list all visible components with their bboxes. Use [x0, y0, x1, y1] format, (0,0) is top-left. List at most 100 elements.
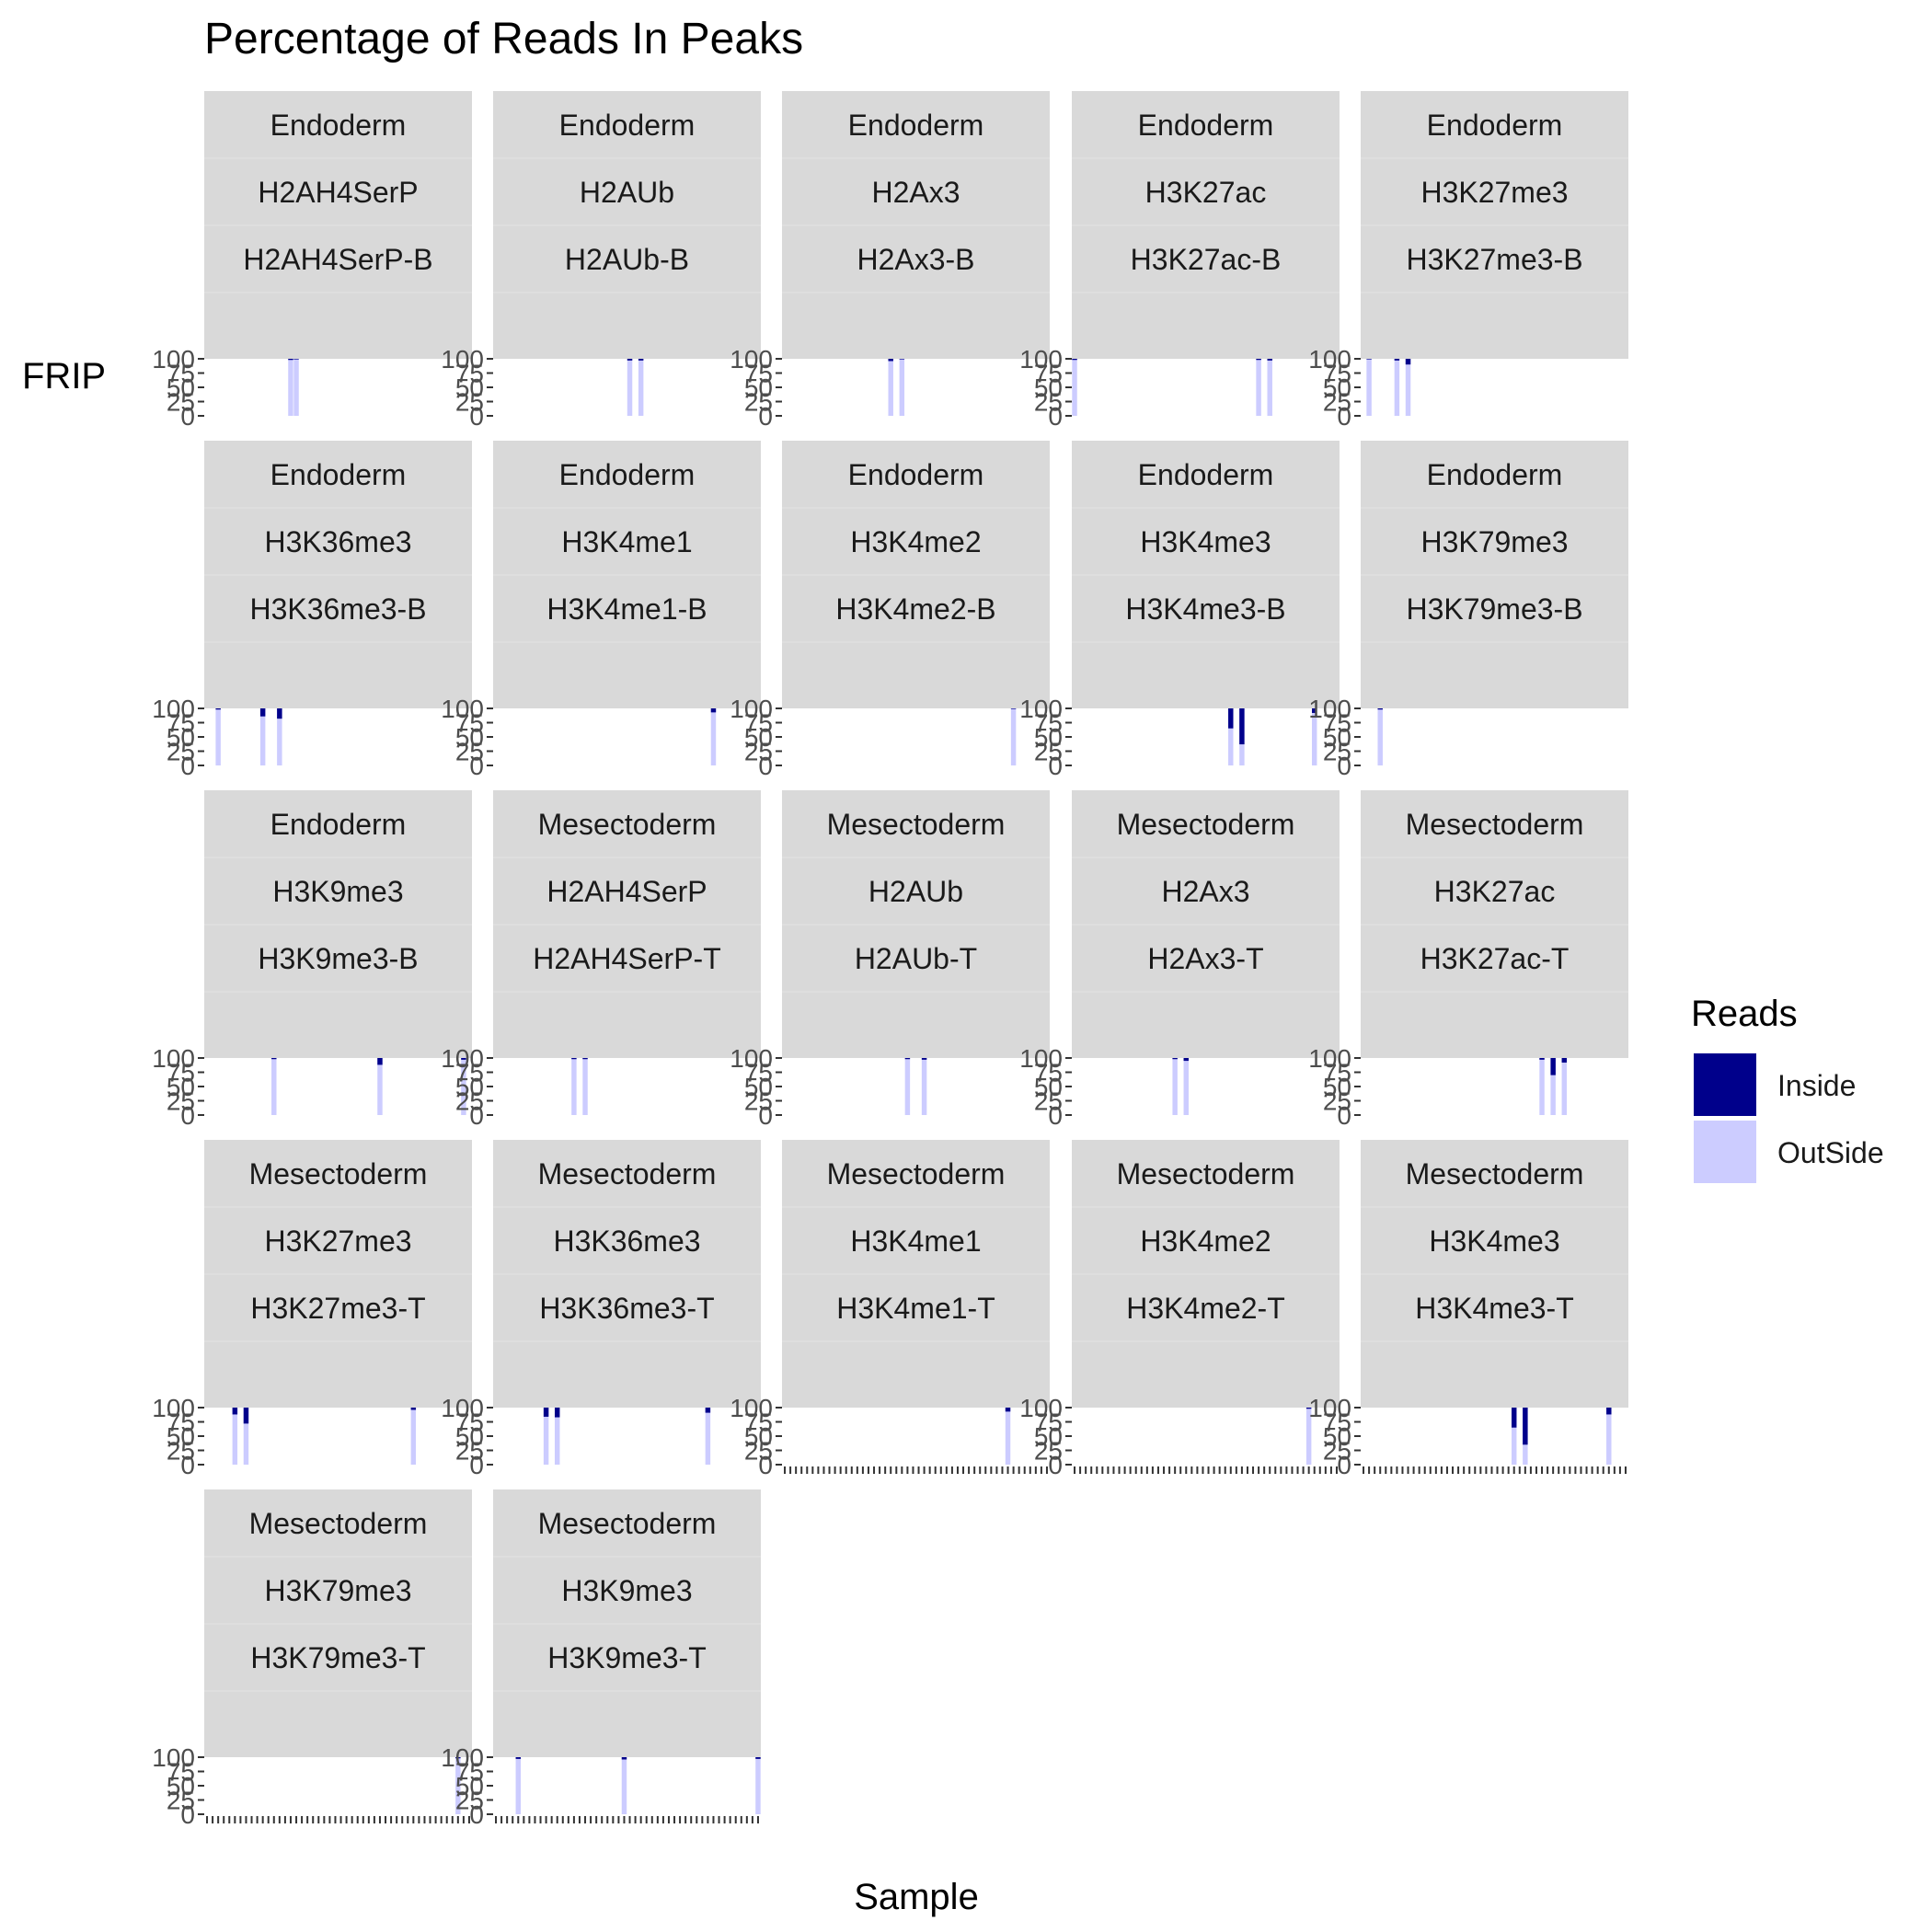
- y-tick-label: 50: [1323, 723, 1351, 752]
- y-tick-label: 75: [1034, 709, 1063, 738]
- facet-panel: Mesectoderm H2AH4SerP H2AH4SerP-T 025507510…: [441, 790, 761, 1130]
- y-tick-label: 25: [744, 1437, 773, 1466]
- bar-inside: [1511, 1408, 1517, 1428]
- strip-label-tissue: Mesectoderm: [1117, 808, 1295, 841]
- strip-label-mark: H3K4me3: [1429, 1225, 1559, 1258]
- bar-inside: [1606, 1408, 1612, 1415]
- strip-label-mark: H2AH4SerP: [546, 875, 707, 908]
- bar-inside: [1005, 1408, 1011, 1412]
- y-tick-label: 50: [1034, 1073, 1063, 1101]
- y-tick-label: 75: [1323, 1059, 1351, 1087]
- y-tick-label: 100: [1308, 1044, 1351, 1073]
- bar-inside: [1523, 1408, 1528, 1445]
- strip-label-tissue: Mesectoderm: [1406, 808, 1584, 841]
- y-tick-label: 75: [744, 1409, 773, 1437]
- bar-inside: [1010, 708, 1017, 709]
- bar-outside: [904, 1058, 911, 1115]
- y-tick-label: 25: [167, 1787, 195, 1815]
- bar-outside: [277, 708, 282, 765]
- strip-label-tissue: Endoderm: [848, 458, 984, 491]
- legend-title: Reads: [1691, 994, 1798, 1034]
- strip-label-mark: H3K9me3: [561, 1574, 692, 1607]
- y-tick-label: 100: [152, 345, 195, 374]
- y-tick-label: 50: [744, 723, 773, 752]
- bar-outside: [1366, 359, 1372, 416]
- bar-inside: [1561, 1058, 1568, 1063]
- strip-label-tissue: Mesectoderm: [827, 1157, 1006, 1190]
- bar-outside: [1377, 708, 1383, 765]
- y-tick-label: 0: [1337, 1451, 1351, 1479]
- strip-label-mark: H2AH4SerP: [258, 176, 418, 209]
- y-tick-label: 100: [1308, 695, 1351, 723]
- strip-label-sample: H2AUb-T: [855, 942, 977, 975]
- strip-label-sample: H3K36me3-B: [249, 592, 426, 626]
- bar-outside: [705, 1408, 711, 1465]
- strip-label-tissue: Mesectoderm: [827, 808, 1006, 841]
- bar-inside: [461, 1058, 466, 1060]
- y-axis-title: FRIP: [22, 356, 106, 397]
- y-tick-label: 100: [1019, 1394, 1063, 1422]
- strip-label-mark: H3K27ac: [1434, 875, 1556, 908]
- y-tick-label: 50: [744, 374, 773, 402]
- y-tick-label: 25: [167, 738, 195, 766]
- strip-label-sample: H3K27ac-T: [1420, 942, 1570, 975]
- bar-inside: [571, 1058, 577, 1060]
- y-tick-label: 25: [1034, 1087, 1063, 1116]
- y-tick-label: 75: [455, 1409, 484, 1437]
- y-tick-label: 75: [1323, 1409, 1351, 1437]
- y-tick-label: 50: [1034, 1422, 1063, 1451]
- legend-label-outside: OutSide: [1777, 1136, 1884, 1169]
- bar-outside: [1256, 359, 1261, 416]
- strip-label-sample: H2Ax3-B: [857, 243, 974, 276]
- y-tick-label: 25: [455, 388, 484, 417]
- y-tick-label: 100: [730, 345, 773, 374]
- bar-inside: [1405, 359, 1411, 365]
- bar-inside: [705, 1408, 711, 1413]
- y-tick-label: 100: [441, 1044, 484, 1073]
- y-tick-label: 75: [744, 360, 773, 388]
- strip-label-mark: H2AUb: [868, 875, 963, 908]
- bar-outside: [638, 359, 644, 416]
- bar-outside: [1267, 359, 1272, 416]
- strip-label-sample: H3K27me3-T: [250, 1292, 425, 1325]
- strip-label-mark: H3K4me1: [850, 1225, 981, 1258]
- bar-inside: [288, 359, 293, 361]
- strip-label-tissue: Mesectoderm: [249, 1157, 428, 1190]
- y-tick-label: 50: [1034, 723, 1063, 752]
- strip-label-tissue: Mesectoderm: [249, 1507, 428, 1540]
- strip-label-sample: H3K27me3-B: [1406, 243, 1582, 276]
- y-tick-label: 0: [758, 1101, 773, 1130]
- bar-inside: [271, 1058, 277, 1060]
- y-tick-label: 75: [455, 360, 484, 388]
- bar-inside: [582, 1058, 588, 1060]
- bar-inside: [1183, 1058, 1190, 1062]
- y-tick-label: 100: [1308, 345, 1351, 374]
- bar-outside: [1561, 1058, 1568, 1115]
- y-tick-label: 0: [469, 1800, 484, 1829]
- bar-inside: [259, 708, 266, 717]
- strip-label-tissue: Mesectoderm: [538, 1157, 717, 1190]
- y-tick-label: 25: [1323, 1437, 1351, 1466]
- y-tick-label: 50: [167, 723, 195, 752]
- y-tick-label: 25: [455, 1437, 484, 1466]
- bar-inside: [1366, 359, 1372, 360]
- bar-outside: [621, 1757, 627, 1814]
- bar-inside: [1377, 708, 1383, 710]
- strip-label-tissue: Endoderm: [270, 109, 407, 142]
- y-tick-label: 50: [1323, 1073, 1351, 1101]
- bar-outside: [899, 359, 905, 416]
- y-tick-label: 75: [167, 1409, 195, 1437]
- bar-outside: [515, 1757, 522, 1814]
- strip-label-sample: H2AUb-B: [565, 243, 689, 276]
- legend-label-inside: Inside: [1777, 1069, 1856, 1102]
- strip-label-tissue: Endoderm: [1138, 109, 1274, 142]
- y-tick-label: 25: [167, 1437, 195, 1466]
- y-tick-label: 0: [1337, 1101, 1351, 1130]
- strip-label-sample: H2AH4SerP-B: [243, 243, 432, 276]
